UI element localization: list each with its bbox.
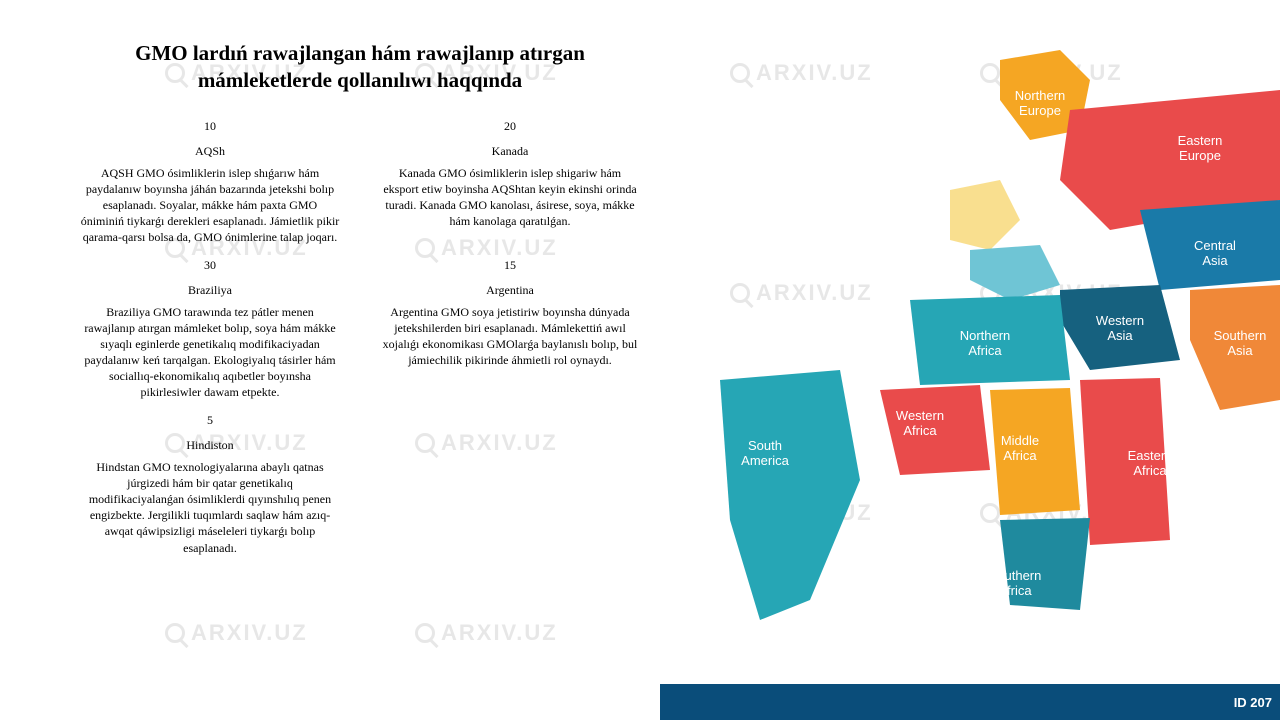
country-desc: Argentina GMO soya jetistiriw boyınsha d… (380, 304, 640, 369)
magnifier-icon (415, 623, 435, 643)
watermark-text: ARXIV.UZ (441, 620, 558, 646)
country-cell: 5 Hindiston Hindstan GMO texnologiyaları… (80, 413, 340, 556)
country-name: Kanada (380, 144, 640, 159)
id-bar: ID 207 (660, 684, 1280, 720)
content-panel: GMO lardıń rawajlangan hám rawajlanıp at… (80, 40, 640, 556)
magnifier-icon (165, 623, 185, 643)
country-cell: 30 Braziliya Braziliya GMO tarawında tez… (80, 258, 340, 401)
world-map: NorthernEurope WesternEurope SouthernEurop… (660, 0, 1280, 720)
stat-number: 5 (80, 413, 340, 428)
country-name: Hindiston (80, 438, 340, 453)
stat-number: 30 (80, 258, 340, 273)
country-desc: Braziliya GMO tarawında tez pátler menen… (80, 304, 340, 401)
stat-number: 20 (380, 119, 640, 134)
watermark: ARXIV.UZ (415, 620, 558, 646)
country-name: Argentina (380, 283, 640, 298)
watermark-text: ARXIV.UZ (191, 620, 308, 646)
stat-number: 15 (380, 258, 640, 273)
id-label: ID 207 (1234, 695, 1272, 710)
country-cell: 15 Argentina Argentina GMO soya jetistir… (380, 258, 640, 401)
watermark: ARXIV.UZ (165, 620, 308, 646)
stat-number: 10 (80, 119, 340, 134)
country-name: AQSh (80, 144, 340, 159)
map-region-label: EasternEurope (1178, 133, 1223, 163)
map-region (950, 180, 1020, 250)
map-region-label: MiddleAfrica (1001, 433, 1039, 463)
map-region-label: NorthernEurope (1015, 88, 1066, 118)
map-region (970, 245, 1060, 300)
map-region-label: EasternAfrica (1128, 448, 1173, 478)
country-desc: AQSH GMO ósimliklerin islep shıǵarıw hám… (80, 165, 340, 246)
country-cell: 20 Kanada Kanada GMO ósimliklerin islep … (380, 119, 640, 246)
page-title: GMO lardıń rawajlangan hám rawajlanıp at… (80, 40, 640, 95)
map-region (720, 370, 860, 620)
map-svg: NorthernEurope WesternEurope SouthernEurop… (660, 0, 1280, 720)
map-region-label: WesternEurope (876, 223, 924, 253)
country-name: Braziliya (80, 283, 340, 298)
map-region-label: SouthernEurope (894, 263, 947, 293)
country-grid: 10 AQSh AQSH GMO ósimliklerin islep shıǵ… (80, 119, 640, 556)
country-desc: Kanada GMO ósimliklerin islep shigariw h… (380, 165, 640, 230)
country-desc: Hindstan GMO texnologiyalarına abaylı qa… (80, 459, 340, 556)
country-cell: 10 AQSh AQSH GMO ósimliklerin islep shıǵ… (80, 119, 340, 246)
